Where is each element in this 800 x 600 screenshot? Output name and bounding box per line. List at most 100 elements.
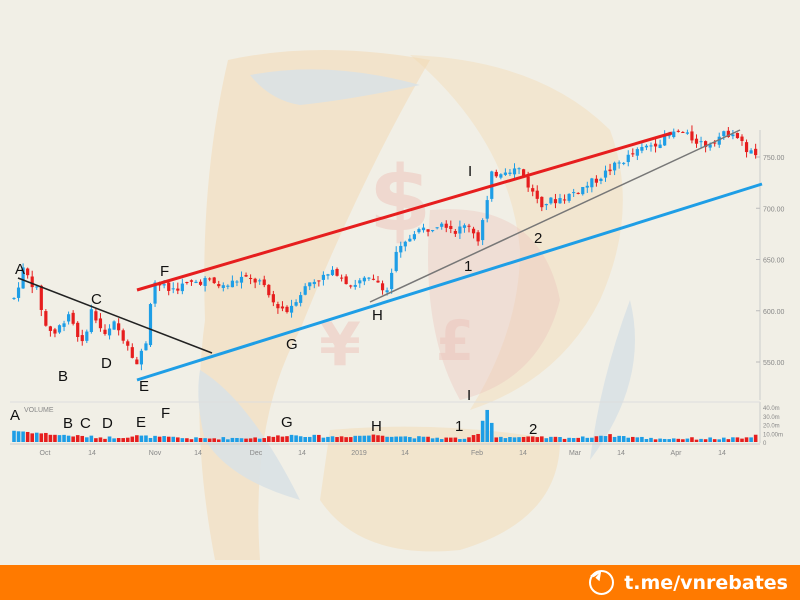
volume-bar [603,436,608,442]
volume-bar [285,436,289,442]
candle-body [380,283,385,291]
candle-body [731,134,735,137]
volume-label-a: A [10,407,20,424]
volume-bar [139,435,144,442]
candle-body [385,290,389,293]
volume-label-f: F [161,405,170,422]
candle [244,272,248,278]
candle-body [98,318,103,329]
candle [44,309,48,327]
volume-bar [44,432,48,442]
volume-bar [444,437,449,442]
candle-body [280,306,285,309]
candle [608,163,612,176]
volume-bar [517,437,521,442]
volume-bar [358,435,362,442]
chart-image: $ ¥ £ 750.00 700.00 650.00 600.00 550.00 40.… [10,50,785,560]
candle [303,283,307,296]
candle [449,220,453,234]
candle [576,192,580,195]
candle-body [531,188,535,192]
candle-body [294,302,298,306]
volume-bar [253,437,257,442]
volume-bar [298,436,303,442]
volume-label-d: D [102,415,113,432]
candle-body [462,225,467,228]
candle [508,168,512,176]
candle-body [235,281,239,283]
volume-bar [212,438,216,442]
price-tick-label: 550.00 [763,360,785,367]
candle [80,329,84,346]
candle-body [740,136,744,142]
price-tick-label: 700.00 [763,206,785,213]
candle-body [549,197,553,204]
candle-body [289,305,294,313]
volume-bar [621,436,626,442]
candle [26,267,30,279]
candle-body [626,154,630,163]
candle [326,273,330,280]
volume-tick-label: 30.0m [763,415,780,421]
volume-bar [712,439,717,442]
volume-bar [580,436,585,442]
telegram-link[interactable]: t.me/vnrebates [589,569,788,596]
candle-body [640,147,644,151]
volume-bar [257,438,262,442]
candle-body [44,311,48,326]
candle [299,291,303,307]
candle [212,276,216,285]
volume-bar [367,435,371,442]
candle-body [672,131,676,138]
candle [685,129,689,135]
volume-bar [671,438,676,442]
date-tick-label: 2019 [351,450,367,457]
volume-bar [485,409,489,442]
candle [94,307,98,324]
volume-bar [740,438,744,442]
price-tick-label: 750.00 [763,155,785,162]
volume-bar [567,437,571,442]
candle-body [358,280,362,284]
candle-body [699,141,703,143]
volume-tick-label: 40.0m [763,406,780,412]
candle-body [726,130,730,137]
volume-bar [435,437,439,442]
price-label-e: E [139,378,149,395]
candle-body [326,274,330,276]
candle-body [499,174,503,178]
candle-body [349,285,353,287]
volume-bar [499,436,503,442]
candle [103,324,107,336]
candle-body [749,150,753,154]
candle [39,284,43,317]
candle-body [408,238,412,242]
volume-bar [171,436,176,442]
candle-body [635,149,639,156]
candle-body [440,223,444,227]
volume-bar [112,438,116,442]
candle-body [690,131,694,141]
footer-bar: t.me/vnrebates [0,565,800,600]
candle-body [321,274,325,280]
candle [16,282,21,302]
candle-body [330,269,335,276]
candle [658,139,662,149]
candle-body [676,130,680,132]
volume-bar [649,437,653,442]
candle [467,223,471,233]
volume-bar [503,438,508,442]
candle [294,299,298,307]
volume-bar [326,436,330,442]
candle [71,310,75,326]
candle-body [262,279,266,286]
candle [48,325,52,337]
candle-body [717,136,721,145]
candle-body [744,142,749,153]
candle-body [426,229,430,232]
candle-body [221,285,225,288]
candle [258,278,262,285]
volume-bar [303,437,307,442]
candle-body [16,287,21,298]
candle-body [599,178,603,181]
